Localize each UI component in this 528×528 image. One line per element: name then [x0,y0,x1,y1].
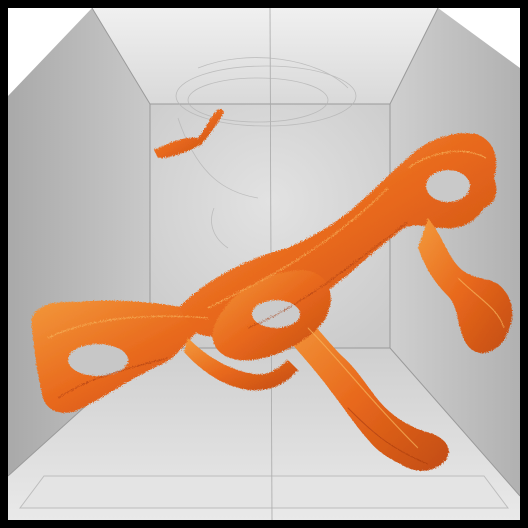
upper-loop-hole [426,170,470,202]
room-right-wall [390,8,520,496]
room-ceiling [92,8,438,104]
fiber-highlights [47,150,505,449]
scene-illustration [8,8,520,520]
floating-fragment [154,108,224,158]
fiber-shadows [57,221,429,465]
middle-loop-hole [252,300,300,328]
lower-leg [284,308,449,471]
floor-plinth [19,475,509,509]
wire-sketch [175,57,357,249]
right-branch [418,218,513,354]
left-lobe-hole [68,344,128,376]
lower-strand [184,338,298,391]
orange-sculpture [31,108,513,471]
room-box-scene [8,8,520,520]
